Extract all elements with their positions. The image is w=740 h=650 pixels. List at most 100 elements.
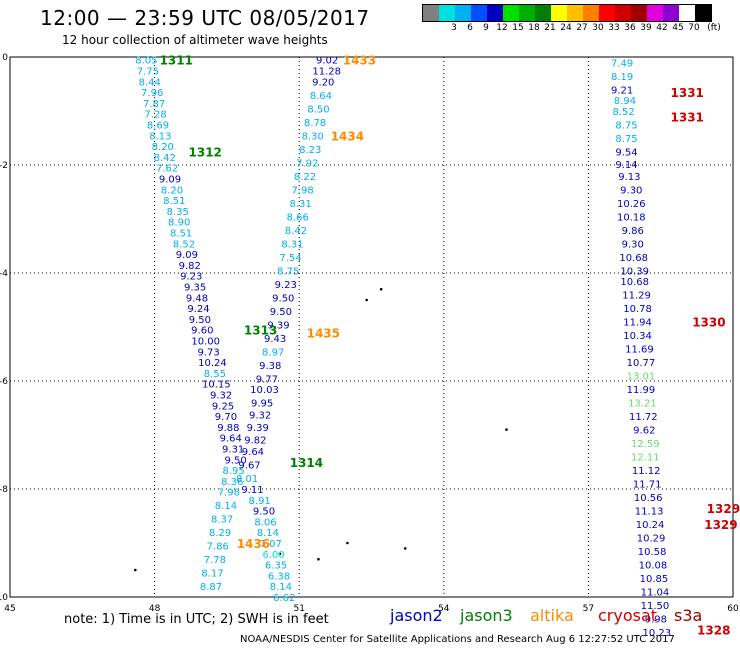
map-frame — [9, 56, 734, 598]
wave-height-reading: 10.78 — [623, 304, 652, 315]
legend-label: 33 — [608, 23, 620, 33]
legend-swatch — [647, 5, 663, 21]
wave-height-reading: 7.86 — [207, 542, 229, 553]
legend-swatch — [503, 5, 519, 21]
wave-height-reading: 9.50 — [224, 455, 246, 466]
wave-height-reading: 9.64 — [220, 434, 242, 445]
wave-height-reading: 7.92 — [296, 158, 318, 169]
wave-height-reading: 10.85 — [640, 574, 669, 585]
wave-height-reading: 9.95 — [251, 399, 273, 410]
wave-height-reading: 9.98 — [645, 615, 667, 626]
legend-swatch — [695, 5, 711, 21]
wave-height-reading: 7.78 — [204, 555, 226, 566]
lat-tick-label: -10 — [0, 593, 8, 603]
page-subtitle: 12 hour collection of altimeter wave hei… — [62, 33, 328, 47]
wave-height-reading: 6.00 — [263, 550, 285, 561]
legend-label: 21 — [544, 23, 556, 33]
wave-height-reading: 9.09 — [159, 175, 181, 186]
wave-height-reading: 9.82 — [244, 435, 266, 446]
legend-label: 27 — [576, 23, 588, 33]
lon-tick-label: 54 — [438, 604, 450, 614]
wave-height-reading: 9.38 — [259, 361, 281, 372]
wave-height-reading: 8.17 — [201, 569, 223, 580]
wave-height-reading: 7.54 — [279, 253, 301, 264]
wave-height-reading: 8.14 — [270, 582, 292, 593]
wave-height-reading: 11.28 — [312, 67, 341, 78]
wave-height-reading: 7.75 — [137, 67, 159, 78]
wave-height-reading: 9.70 — [215, 412, 237, 423]
wave-height-reading: 8.51 — [163, 196, 185, 207]
wave-height-reading: 8.75 — [615, 134, 637, 145]
lon-tick-label: 45 — [4, 604, 15, 614]
lon-tick-label: 51 — [293, 604, 304, 614]
wave-height-reading: 10.26 — [617, 199, 646, 210]
wave-height-reading: 11.69 — [625, 345, 654, 356]
wave-height-reading: 11.13 — [635, 507, 664, 518]
wave-height-reading: 10.15 — [202, 380, 231, 391]
wave-height-reading: 7.87 — [143, 99, 165, 110]
legend-swatch — [455, 5, 471, 21]
wave-height-reading: 9.39 — [267, 320, 289, 331]
pass-number-label: 1433 — [343, 54, 376, 68]
wave-height-reading: 9.21 — [611, 85, 633, 96]
legend-label: 70 — [688, 23, 700, 33]
wave-height-reading: 8.50 — [307, 104, 329, 115]
legend-label: 24 — [560, 23, 572, 33]
wave-height-reading: 10.24 — [198, 358, 227, 369]
wave-height-reading: 6.35 — [265, 561, 287, 572]
island-marker — [278, 552, 282, 556]
wave-height-reading: 9.64 — [242, 447, 264, 458]
wave-height-reading: 8.64 — [310, 91, 332, 102]
wave-height-reading: 10.24 — [636, 520, 665, 531]
wave-height-reading: 9.31 — [222, 445, 244, 456]
wave-height-reading: 13.21 — [628, 399, 657, 410]
wave-height-reading: 8.31 — [290, 199, 312, 210]
wave-height-reading: 10.68 — [620, 277, 649, 288]
pass-number-label: 1312 — [189, 146, 222, 160]
wave-height-reading: 9.60 — [191, 326, 213, 337]
wave-height-reading: 8.97 — [262, 347, 284, 358]
wave-height-reading: 10.29 — [637, 534, 666, 545]
legend-swatch — [567, 5, 583, 21]
pass-number-label: 1330 — [692, 316, 725, 330]
color-legend: 3 6 9 12 15 18 21 24 27 30 33 36 39 42 45 70 (ft) — [422, 4, 721, 36]
legend-swatch — [439, 5, 455, 21]
wave-height-reading: 6.38 — [268, 571, 290, 582]
wave-height-reading: 8.51 — [170, 229, 192, 240]
legend-swatch — [631, 5, 647, 21]
sat-jason2: jason2 — [390, 606, 443, 625]
wave-height-reading: 10.23 — [643, 628, 672, 639]
wave-height-reading: 10.68 — [619, 253, 648, 264]
legend-label: 12 — [496, 23, 508, 33]
legend-swatch — [583, 5, 599, 21]
wave-height-reading: 12.59 — [631, 439, 660, 450]
legend-label: 15 — [512, 23, 524, 33]
wave-height-reading: 8.31 — [281, 239, 303, 250]
wave-height-reading: 9.43 — [264, 334, 286, 345]
wave-height-reading: 8.94 — [614, 96, 636, 107]
wave-height-reading: 8.19 — [611, 72, 633, 83]
wave-height-reading: 9.50 — [189, 315, 211, 326]
wave-height-reading: 8.91 — [249, 496, 271, 507]
wave-height-reading: 9.67 — [238, 461, 260, 472]
wave-height-reading: 11.50 — [641, 601, 670, 612]
footer-note: note: 1) Time is in UTC; 2) SWH is in fe… — [64, 612, 329, 627]
wave-height-reading: 8.22 — [294, 172, 316, 183]
wave-height-reading: 9.82 — [179, 261, 201, 272]
island-marker — [317, 557, 320, 561]
legend-swatch — [471, 5, 487, 21]
pass-number-label: 1328 — [697, 623, 730, 637]
wave-height-reading: 8.36 — [221, 477, 243, 488]
wave-height-reading: 7.96 — [141, 88, 163, 99]
wave-height-reading: 9.23 — [275, 280, 297, 291]
legend-swatch — [535, 5, 551, 21]
island-marker — [134, 568, 137, 572]
wave-height-reading: 8.75 — [615, 121, 637, 132]
wave-height-reading: 9.86 — [622, 226, 644, 237]
wave-height-reading: 10.39 — [620, 266, 649, 277]
wave-height-reading: 9.02 — [316, 56, 338, 67]
wave-height-reading: 10.77 — [627, 358, 656, 369]
legend-label: 30 — [592, 23, 604, 33]
wave-height-reading: 8.69 — [147, 121, 169, 132]
